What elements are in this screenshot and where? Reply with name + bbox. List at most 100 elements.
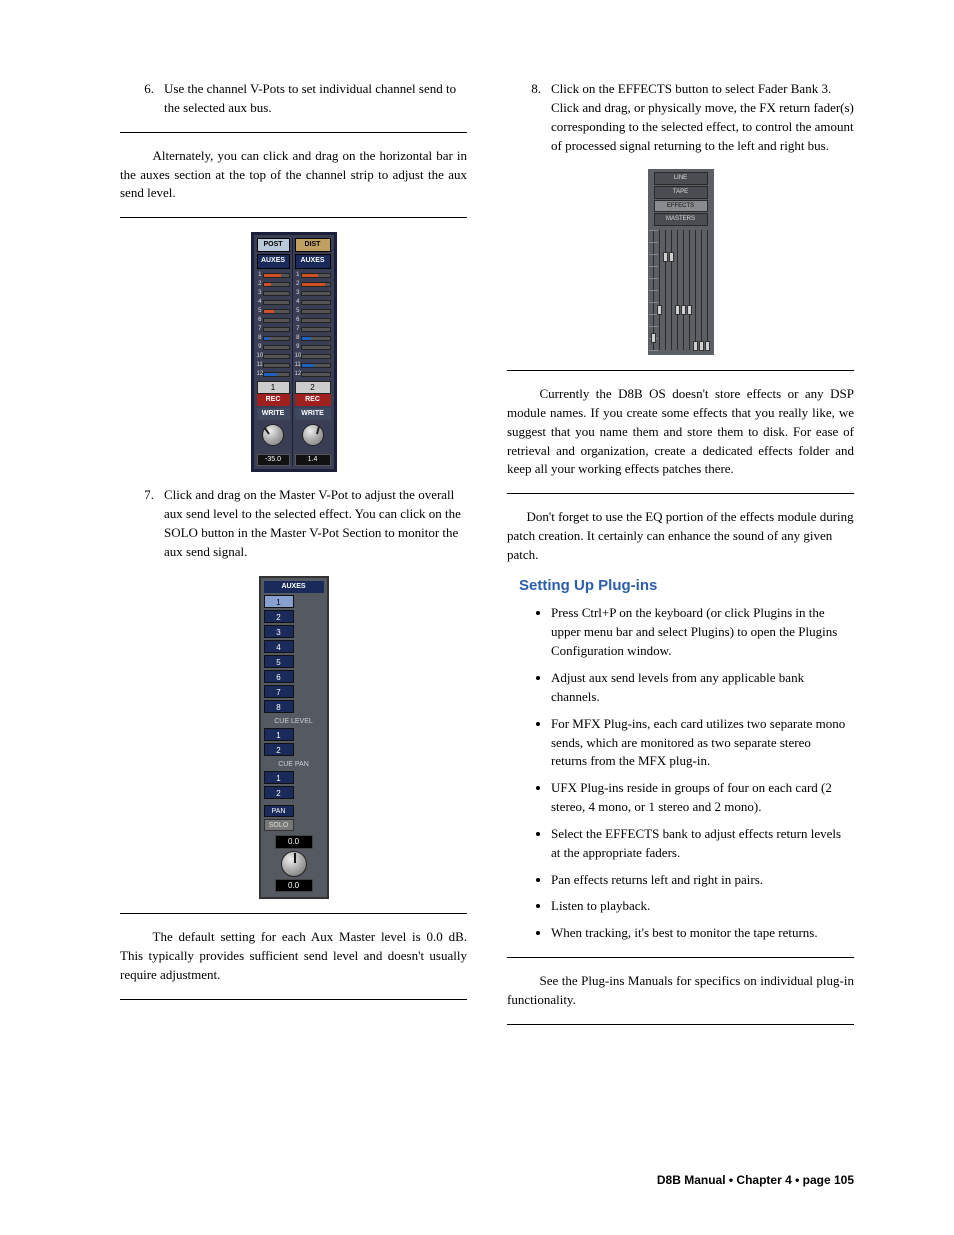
plugins-bullet: Listen to playback. [551, 897, 854, 916]
aux-select-3[interactable]: 3 [264, 625, 294, 638]
aux-select-1[interactable]: 1 [264, 595, 294, 608]
aux-select-5[interactable]: 5 [264, 655, 294, 668]
aux-send-bar[interactable] [263, 345, 290, 350]
aux-send-bar[interactable] [301, 291, 331, 296]
plugins-manual-note: See the Plug-ins Manuals for specifics o… [507, 972, 854, 1010]
cue-pan-1[interactable]: 1 [264, 771, 294, 784]
plugins-bullet: UFX Plug-ins reside in groups of four on… [551, 779, 854, 817]
aux-send-bar[interactable] [263, 327, 290, 332]
aux-send-bar[interactable] [301, 345, 331, 350]
page-footer: D8B Manual • Chapter 4 • page 105 [657, 1172, 854, 1189]
fx-return-fader[interactable] [669, 230, 674, 350]
cue-level-label: CUE LEVEL [264, 717, 324, 727]
dsp-note: Currently the D8B OS doesn't store effec… [507, 385, 854, 479]
aux-send-bar[interactable] [263, 291, 290, 296]
fx-return-fader[interactable] [663, 230, 668, 350]
bank-tab-line[interactable]: LINE [654, 172, 708, 185]
step-6-text: Use the channel V-Pots to set individual… [164, 80, 467, 118]
step-8: 8. Click on the EFFECTS button to select… [507, 80, 854, 155]
plugins-bullet: For MFX Plug-ins, each card utilizes two… [551, 715, 854, 772]
rec-button[interactable]: REC [295, 394, 331, 406]
write-button[interactable]: WRITE [257, 408, 290, 420]
aux-send-bar[interactable] [301, 309, 331, 314]
solo-button[interactable]: SOLO [264, 819, 294, 831]
cue-level-1[interactable]: 1 [264, 728, 294, 741]
write-button[interactable]: WRITE [295, 408, 331, 420]
fx-return-fader[interactable] [705, 230, 710, 350]
plugins-bullet: When tracking, it's best to monitor the … [551, 924, 854, 943]
aux-send-bar[interactable] [263, 336, 290, 341]
channel-number: 2 [295, 381, 331, 395]
aux-send-bar[interactable] [263, 300, 290, 305]
right-column: 8. Click on the EFFECTS button to select… [507, 80, 854, 1039]
aux-send-bar[interactable] [301, 327, 331, 332]
aux-select-6[interactable]: 6 [264, 670, 294, 683]
aux-send-bar[interactable] [263, 354, 290, 359]
cue-level-2[interactable]: 2 [264, 743, 294, 756]
auxes-label: AUXES [257, 254, 290, 268]
aux-send-bar[interactable] [263, 309, 290, 314]
dist-button[interactable]: DIST [295, 238, 331, 252]
master-vpot-knob[interactable] [281, 851, 307, 877]
divider [120, 217, 467, 218]
aux-send-bar[interactable] [301, 273, 331, 278]
aux-send-bar[interactable] [301, 372, 331, 377]
step-7: 7. Click and drag on the Master V-Pot to… [120, 486, 467, 561]
vpot-knob[interactable] [302, 424, 324, 446]
aux-send-bar[interactable] [301, 363, 331, 368]
aux-select-2[interactable]: 2 [264, 610, 294, 623]
step-7-text: Click and drag on the Master V-Pot to ad… [164, 486, 467, 561]
aux-send-bar[interactable] [263, 273, 290, 278]
default-note: The default setting for each Aux Master … [120, 928, 467, 985]
vpot-knob[interactable] [262, 424, 284, 446]
fx-return-fader[interactable] [651, 230, 656, 350]
figure-channel-aux-strips: POSTAUXES1234567891011121RECWRITE-35.0DI… [251, 232, 337, 472]
divider [507, 957, 854, 958]
aux-send-bar[interactable] [301, 282, 331, 287]
step-7-num: 7. [120, 486, 164, 561]
step-6-num: 6. [120, 80, 164, 118]
aux-send-bar[interactable] [263, 318, 290, 323]
heading-plugins: Setting Up Plug-ins [519, 575, 854, 597]
divider [120, 999, 467, 1000]
auxes-label: AUXES [295, 254, 331, 268]
divider [120, 913, 467, 914]
bank-tab-masters[interactable]: MASTERS [654, 213, 708, 226]
figure-master-aux-panel: AUXES12345678CUE LEVEL12CUE PAN12PANSOLO… [259, 576, 329, 900]
fx-return-fader[interactable] [675, 230, 680, 350]
bank-tab-tape[interactable]: TAPE [654, 186, 708, 199]
plugins-bullet: Press Ctrl+P on the keyboard (or click P… [551, 604, 854, 661]
step-6: 6. Use the channel V-Pots to set individ… [120, 80, 467, 118]
cue-pan-label: CUE PAN [264, 760, 324, 770]
aux-send-bar[interactable] [301, 300, 331, 305]
divider [120, 132, 467, 133]
divider [507, 370, 854, 371]
step-8-num: 8. [507, 80, 551, 155]
pan-value: 0.0 [275, 835, 313, 849]
pan-button[interactable]: PAN [264, 805, 294, 817]
post-button[interactable]: POST [257, 238, 290, 252]
plugins-bullet: Pan effects returns left and right in pa… [551, 871, 854, 890]
aux-send-bar[interactable] [301, 318, 331, 323]
aux-select-4[interactable]: 4 [264, 640, 294, 653]
aux-send-bar[interactable] [263, 282, 290, 287]
fx-return-fader[interactable] [687, 230, 692, 350]
fx-return-fader[interactable] [657, 230, 662, 350]
rec-button[interactable]: REC [257, 394, 290, 406]
bank-tab-effects[interactable]: EFFECTS [654, 200, 708, 213]
left-column: 6. Use the channel V-Pots to set individ… [120, 80, 467, 1039]
aux-select-7[interactable]: 7 [264, 685, 294, 698]
aux-send-bar[interactable] [301, 354, 331, 359]
cue-pan-2[interactable]: 2 [264, 786, 294, 799]
fx-return-fader[interactable] [699, 230, 704, 350]
figure-effects-fader-bank: LINETAPEEFFECTSMASTERS [648, 169, 714, 355]
fx-return-fader[interactable] [681, 230, 686, 350]
divider [507, 1024, 854, 1025]
fx-return-fader[interactable] [693, 230, 698, 350]
master-vpot-value: 0.0 [275, 879, 313, 893]
aux-send-bar[interactable] [301, 336, 331, 341]
aux-send-bar[interactable] [263, 363, 290, 368]
aux-select-8[interactable]: 8 [264, 700, 294, 713]
alt-note: Alternately, you can click and drag on t… [120, 147, 467, 204]
aux-send-bar[interactable] [263, 372, 290, 377]
